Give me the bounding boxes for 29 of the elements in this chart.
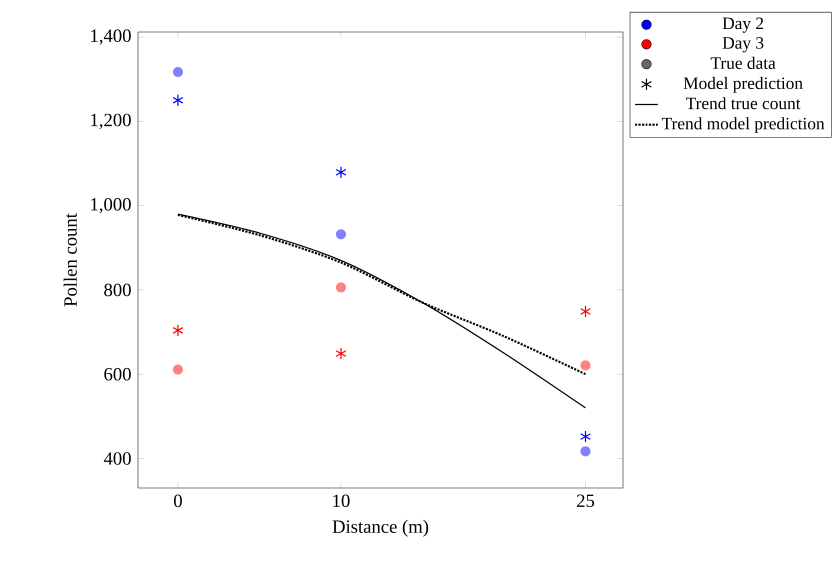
y-axis-title: Pollen count [64,213,77,306]
point [172,364,184,375]
x-tick-label: 0 [174,494,182,508]
y-tick-label: 1,200 [91,114,131,129]
legend-label: Trend true count [686,97,800,110]
x-tick-label: 25 [576,494,594,508]
point [172,66,184,78]
y-tick-label: 400 [104,452,131,465]
point [580,305,591,318]
point [336,166,346,179]
point [580,430,591,443]
legend-label: Trend model prediction [662,117,824,133]
x-tick-label: 10 [333,494,350,508]
x-axis-title: Distance (m) [332,520,428,537]
text: Day 2 [722,18,764,33]
point [172,94,184,106]
y-tick-label: 1,400 [91,29,131,45]
point [336,282,346,292]
point [336,347,346,360]
text: True data [710,56,776,69]
text: Day 3 [722,37,764,52]
y-tick-label: 1,000 [91,198,131,214]
y-tick-label: 800 [104,284,131,296]
point [580,360,591,370]
text: Model prediction [684,76,803,93]
point [580,446,591,456]
point [172,324,184,337]
y-tick-label: 600 [104,368,131,381]
point [336,229,346,240]
